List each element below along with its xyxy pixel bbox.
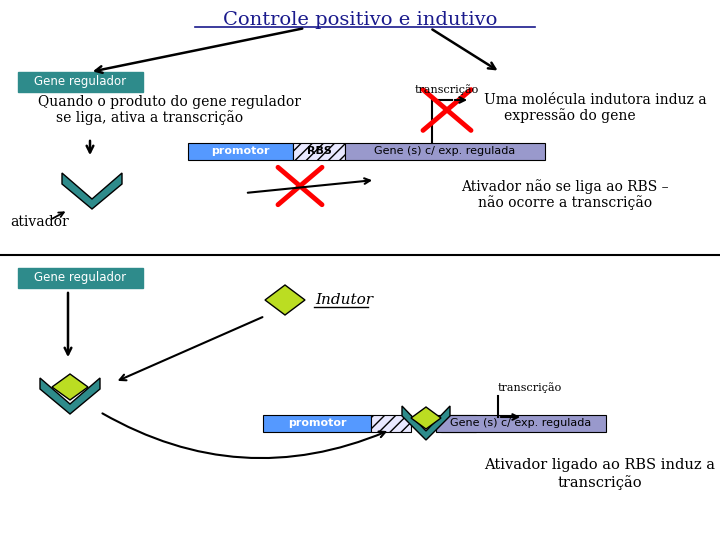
Text: promotor: promotor [288,418,346,429]
Bar [345,143,545,160]
Bar [18,268,143,288]
Text: ativador: ativador [11,215,69,229]
Text: transcrição: transcrição [558,476,642,490]
Text: expressão do gene: expressão do gene [504,109,636,124]
Text: transcrição: transcrição [415,85,479,96]
Text: Quando o produto do gene regulador: Quando o produto do gene regulador [38,95,302,109]
Text: Gene (s) c/ exp. regulada: Gene (s) c/ exp. regulada [451,418,592,429]
Bar [188,143,293,160]
Bar [18,72,143,92]
Text: Uma molécula indutora induz a: Uma molécula indutora induz a [484,93,706,107]
Bar [293,143,345,160]
Text: Indutor: Indutor [315,293,373,307]
Text: Ativador não se liga ao RBS –: Ativador não se liga ao RBS – [462,180,669,194]
Bar [436,415,606,432]
Text: Gene regulador: Gene regulador [35,76,127,89]
Text: Controle positivo e indutivo: Controle positivo e indutivo [222,11,498,29]
Text: se liga, ativa a transcrição: se liga, ativa a transcrição [56,111,243,125]
Text: não ocorre a transcrição: não ocorre a transcrição [478,195,652,211]
Polygon shape [265,285,305,315]
Bar [441,415,476,432]
Text: Gene (s) c/ exp. regulada: Gene (s) c/ exp. regulada [374,146,516,157]
Text: Gene regulador: Gene regulador [35,272,127,285]
Polygon shape [411,407,441,429]
Polygon shape [40,378,100,414]
Bar [371,415,411,432]
Bar [263,415,371,432]
Polygon shape [402,406,450,440]
Polygon shape [62,173,122,209]
Text: Ativador ligado ao RBS induz a: Ativador ligado ao RBS induz a [485,458,716,472]
Text: RBS: RBS [307,146,331,157]
Polygon shape [52,374,88,400]
Text: promotor: promotor [211,146,270,157]
Text: transcrição: transcrição [498,382,562,394]
